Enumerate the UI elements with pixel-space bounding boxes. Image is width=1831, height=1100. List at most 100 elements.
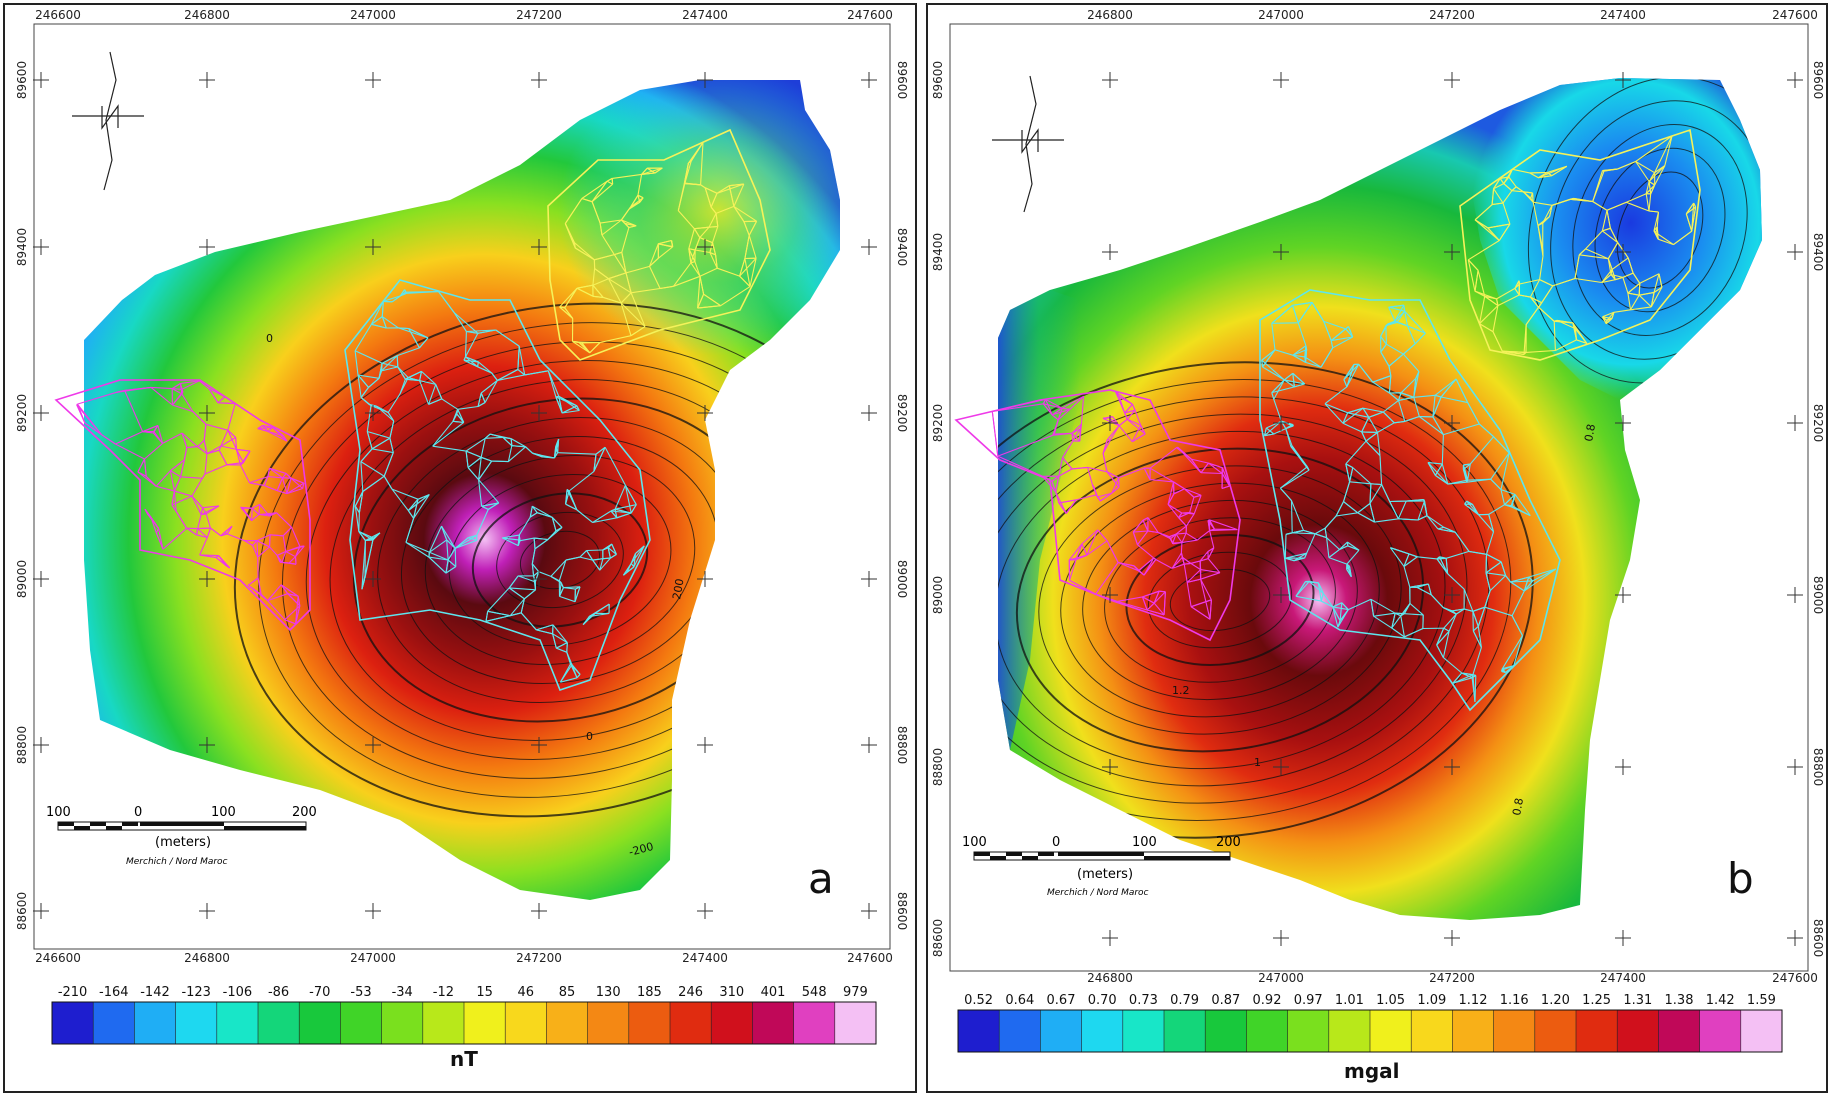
colorbar-swatch [1411, 1010, 1453, 1052]
y-tick-right-label: 89600 [895, 61, 909, 99]
colorbar-label: 130 [596, 985, 621, 1000]
colorbar-swatch [670, 1002, 712, 1044]
colorbar-swatch [999, 1010, 1041, 1052]
colorbar-label: 0.70 [1088, 993, 1117, 1008]
mesh-edge [406, 292, 439, 293]
panel-a-colorbar-unit: nT [450, 1047, 478, 1071]
colorbar-swatch [629, 1002, 671, 1044]
y-tick-left-label: 89400 [931, 233, 945, 271]
y-tick-right-label: 89200 [895, 394, 909, 432]
colorbar-label: 979 [843, 985, 868, 1000]
colorbar-swatch [176, 1002, 218, 1044]
colorbar-label: 310 [719, 985, 744, 1000]
y-tick-right-label: 89400 [895, 228, 909, 266]
x-tick-top-label: 247400 [682, 8, 728, 22]
colorbar-label: -70 [309, 985, 330, 1000]
colorbar-swatch [258, 1002, 300, 1044]
x-tick-bottom-label: 247600 [847, 951, 893, 965]
x-tick-bottom-label: 246600 [35, 951, 81, 965]
colorbar-swatch [835, 1002, 877, 1044]
panel-a-credit: Merchich / Nord Maroc [126, 857, 228, 867]
mesh-edge [282, 563, 289, 564]
y-tick-left-label: 89600 [931, 61, 945, 99]
y-tick-right-label: 88800 [1811, 748, 1825, 786]
colorbar-label: 1.05 [1376, 993, 1405, 1008]
y-tick-right-label: 89600 [1811, 61, 1825, 99]
colorbar-swatch [423, 1002, 465, 1044]
y-tick-left-label: 88800 [15, 726, 29, 764]
x-tick-top-label: 247400 [1600, 8, 1646, 22]
panel-b-credit: Merchich / Nord Maroc [1047, 888, 1149, 898]
x-tick-bottom-label: 246800 [1087, 971, 1133, 985]
colorbar-swatch [340, 1002, 382, 1044]
panel-b-scale-label-0: 100 [962, 835, 987, 850]
x-tick-bottom-label: 247200 [1429, 971, 1475, 985]
mesh-edge [567, 643, 568, 653]
mesh-edge [1362, 432, 1378, 433]
colorbar-swatch [752, 1002, 794, 1044]
panel-b-contour-label-2: 1.2 [1172, 684, 1190, 697]
x-tick-top-label: 247000 [350, 8, 396, 22]
colorbar-label: -34 [392, 985, 413, 1000]
mesh-edge [587, 550, 603, 551]
colorbar-swatch [1040, 1010, 1082, 1052]
colorbar-label: 1.20 [1541, 993, 1570, 1008]
colorbar-label: -210 [58, 985, 88, 1000]
mesh-edge [1292, 501, 1293, 533]
mesh-edge [1103, 418, 1109, 419]
mesh-edge [1181, 543, 1182, 553]
x-tick-bottom-label: 247000 [1258, 971, 1304, 985]
colorbar-swatch [1617, 1010, 1659, 1052]
y-tick-right-label: 89000 [895, 560, 909, 598]
colorbar-swatch [1329, 1010, 1371, 1052]
mesh-edge [1262, 360, 1263, 367]
colorbar-label: 0.97 [1294, 993, 1323, 1008]
panel-a-scale-label-2: 100 [211, 805, 236, 820]
colorbar-label: 246 [678, 985, 703, 1000]
colorbar-label: 1.42 [1706, 993, 1735, 1008]
mesh-edge [397, 356, 398, 367]
mesh-edge [257, 541, 258, 558]
panel-a-scale-label-0: 100 [46, 805, 71, 820]
colorbar-label: 1.59 [1747, 993, 1776, 1008]
y-tick-right-label: 88600 [895, 892, 909, 930]
x-tick-bottom-label: 247600 [1772, 971, 1818, 985]
colorbar-label: 185 [637, 985, 662, 1000]
mesh-edge [1386, 326, 1387, 345]
colorbar-swatch [1494, 1010, 1536, 1052]
x-tick-bottom-label: 247400 [682, 951, 728, 965]
colorbar-swatch [1123, 1010, 1165, 1052]
panel-b-scale-unit: (meters) [1077, 867, 1133, 882]
panel-b-colorbar-unit: mgal [1344, 1059, 1400, 1083]
colorbar-label: -164 [99, 985, 129, 1000]
panel-a-scale-label-3: 200 [292, 805, 317, 820]
mesh-edge [1519, 281, 1520, 284]
colorbar-label: 1.12 [1459, 993, 1488, 1008]
y-tick-right-label: 89000 [1811, 576, 1825, 614]
x-tick-top-label: 247600 [1772, 8, 1818, 22]
x-tick-top-label: 247200 [516, 8, 562, 22]
mesh-edge [1486, 554, 1487, 573]
x-tick-top-label: 246800 [184, 8, 230, 22]
colorbar-label: 0.52 [964, 993, 993, 1008]
colorbar-label: 1.38 [1665, 993, 1694, 1008]
colorbar-swatch [217, 1002, 259, 1044]
colorbar-swatch [794, 1002, 836, 1044]
mesh-edge [992, 411, 998, 456]
mesh-edge [241, 507, 243, 508]
colorbar-swatch [1452, 1010, 1494, 1052]
panel-b-contour-label-1: 1 [1254, 756, 1261, 769]
colorbar-label: -123 [181, 985, 211, 1000]
x-tick-top-label: 246600 [35, 8, 81, 22]
colorbar-swatch [93, 1002, 135, 1044]
mesh-edge [709, 227, 718, 228]
mesh-edge [296, 557, 297, 565]
panel-b-north-arrow-icon [992, 76, 1064, 212]
colorbar-label: 1.09 [1417, 993, 1446, 1008]
colorbar-label: 0.67 [1047, 993, 1076, 1008]
y-tick-left-label: 88600 [15, 892, 29, 930]
mesh-edge [236, 438, 237, 450]
panel-b-scale-label-3: 200 [1216, 835, 1241, 850]
